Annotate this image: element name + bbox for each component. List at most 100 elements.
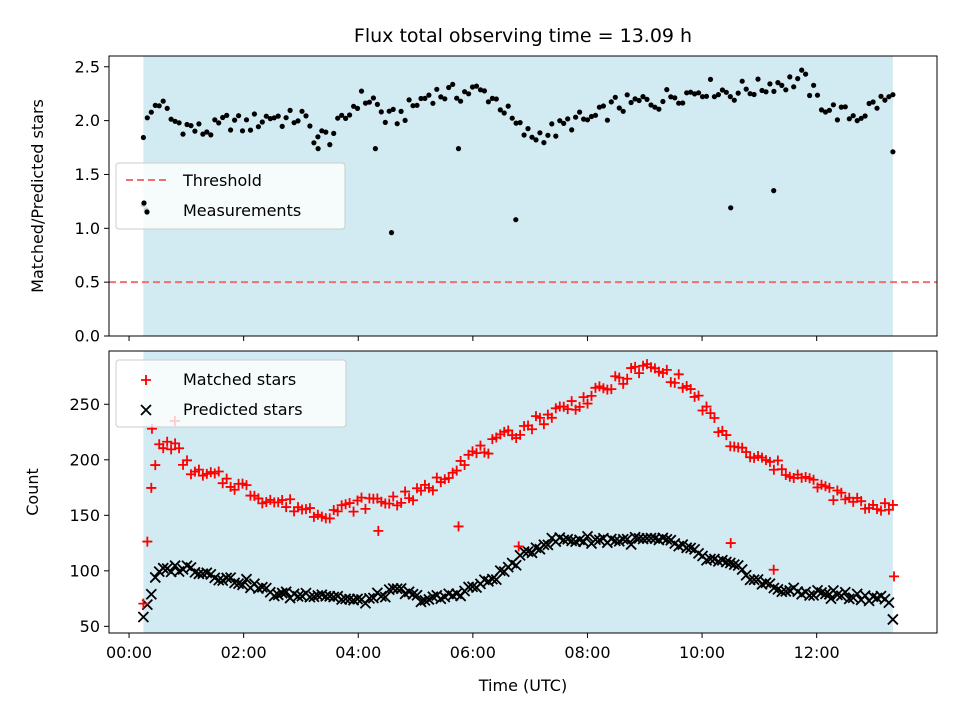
matched-star-point [221,473,232,484]
measurement-point [660,98,666,105]
predicted-star-point [363,592,376,605]
top-y-tick-label-1: 0.5 [75,273,100,292]
measurement-point [858,115,864,121]
measurement-point [390,106,396,112]
matched-star-point [513,541,524,552]
measurement-point [616,105,622,111]
matched-star-point [443,472,454,483]
predicted-star-point [780,585,792,598]
measurement-point [303,113,309,119]
measurement-point [172,118,178,124]
predicted-star-point [538,539,550,551]
measurement-point [469,84,476,90]
matched-star-point [162,436,173,447]
matched-star-point [396,497,407,508]
predicted-star-point [748,574,760,586]
measurement-point [388,230,395,236]
measurement-point [200,131,206,137]
matched-star-point [344,498,355,509]
matched-star-point [182,455,193,466]
measurement-point [196,121,202,127]
predicted-star-point [843,593,855,605]
measurement-point [711,94,718,100]
measurement-point [327,142,333,148]
measurement-point [259,119,265,125]
legend-predicted-label: Predicted stars [183,400,303,419]
measurement-point [362,100,369,106]
measurement-point [620,108,626,114]
predicted-star-point [419,594,431,607]
measurement-point [676,100,682,106]
matched-star-point [324,513,335,524]
measurement-point [283,115,289,121]
measurement-point [339,112,345,118]
measurement-point [692,91,698,97]
measurement-points [140,67,896,236]
matched-star-point [241,480,252,491]
measurement-point [160,98,166,104]
measurement-point [890,92,896,98]
predicted-star-point [760,577,772,589]
measurement-point [255,124,261,130]
measurement-point [251,111,257,117]
measurement-point [834,117,841,123]
measurement-point [644,96,650,102]
top-y-ticks: 0.0 0.5 1.0 1.5 2.0 2.5 [75,57,109,346]
matched-star-point [685,384,696,395]
matched-star-point [527,424,538,435]
predicted-star-point [510,559,522,571]
matched-star-point [630,361,641,372]
legend-matched-label: Matched stars [183,370,296,389]
matched-star-point [824,482,835,493]
measurement-point [204,129,210,135]
top-y-tick-label-5: 2.5 [75,57,100,76]
measurement-point [140,134,146,141]
bottom-y-tick-label-0: 50 [80,617,100,636]
measurement-point [192,128,198,134]
predicted-star-point [213,574,225,586]
measurement-point [454,95,460,101]
matched-star-point [622,373,633,384]
predicted-star-point [256,581,268,593]
measurement-point [763,89,769,95]
measurement-point [573,114,579,120]
measurement-point [874,105,880,111]
measurement-point [458,98,464,104]
bottom-x-tick-label-6: 12:00 [794,643,840,662]
measurement-point [378,109,384,115]
predicted-star-point [328,591,340,603]
predicted-star-point [395,582,407,595]
bottom-y-tick-label-2: 150 [69,506,100,525]
legend-predicted-swatch [140,404,152,416]
matched-star-point [693,390,704,401]
measurement-point [779,82,785,88]
matched-star-point [229,484,240,495]
matched-star-point [459,459,470,470]
measurement-point [311,140,317,146]
matched-star-point [721,430,732,441]
measurement-point [374,101,380,107]
measurement-point [315,134,321,140]
predicted-star-point [625,538,637,551]
matched-star-point [673,369,684,380]
measurement-point [581,116,587,122]
matched-star-point [408,495,419,506]
measurement-point [497,107,503,113]
measurement-point [335,115,341,121]
predicted-star-point [149,571,161,584]
bottom-x-tick-label-2: 04:00 [335,643,381,662]
ratio-panel: 0.0 0.5 1.0 1.5 2.0 2.5 Flux total observing … [28,25,938,346]
measurement-point [854,118,860,124]
matched-star-point [400,486,411,497]
top-plot-frame [108,55,938,337]
measurement-point [759,87,765,94]
measurement-point [684,90,690,96]
measurement-point [747,91,753,97]
matched-star-point [669,377,680,388]
measurement-point [838,104,844,110]
measurement-point [632,96,638,102]
bottom-x-tick-label-4: 08:00 [564,643,610,662]
measurement-point [481,88,487,94]
matched-star-point [285,494,296,505]
matched-star-point [618,378,629,389]
